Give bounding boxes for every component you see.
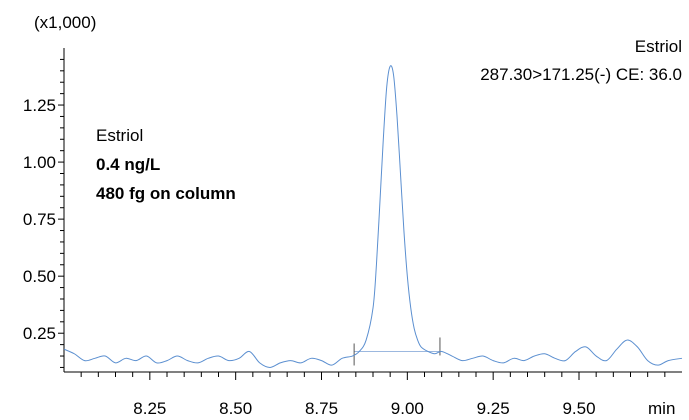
x-tick-label: 8.25 bbox=[133, 399, 166, 418]
amount-on-column-label: 480 fg on column bbox=[96, 184, 236, 203]
x-axis-ticks: 8.25 8.50 8.75 9.00 9.25 9.50 bbox=[80, 372, 666, 418]
x-tick-label: 8.75 bbox=[305, 399, 338, 418]
y-tick-label: 0.25 bbox=[23, 324, 56, 343]
y-axis-ticks: 0.25 0.50 0.75 1.00 1.25 bbox=[23, 58, 64, 368]
compound-label-left: Estriol bbox=[96, 126, 143, 145]
y-tick-label: 0.75 bbox=[23, 210, 56, 229]
x-tick-label: 9.25 bbox=[477, 399, 510, 418]
transition-label: 287.30>171.25(-) CE: 36.0 bbox=[480, 65, 682, 84]
x-axis-unit-label: min bbox=[648, 399, 675, 418]
concentration-label: 0.4 ng/L bbox=[96, 155, 160, 174]
compound-label-top-right: Estriol bbox=[635, 37, 682, 56]
x-tick-label: 8.50 bbox=[219, 399, 252, 418]
x-tick-label: 9.00 bbox=[391, 399, 424, 418]
y-axis-multiplier-label: (x1,000) bbox=[34, 13, 96, 32]
chromatogram-trace bbox=[63, 65, 683, 368]
y-tick-label: 1.00 bbox=[23, 153, 56, 172]
y-tick-label: 1.25 bbox=[23, 96, 56, 115]
y-tick-label: 0.50 bbox=[23, 267, 56, 286]
x-tick-label: 9.50 bbox=[562, 399, 595, 418]
